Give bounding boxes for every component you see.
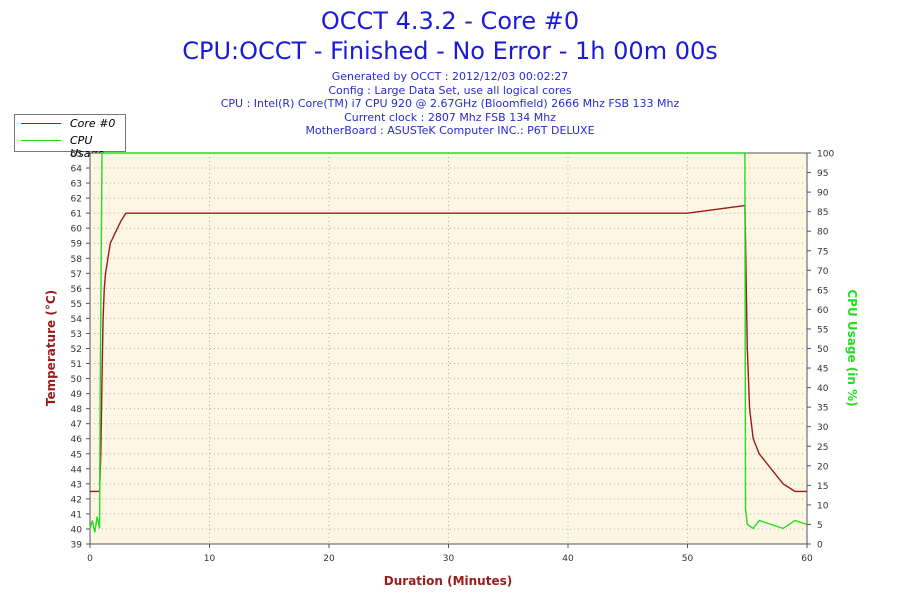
legend-swatch-cpu-usage bbox=[21, 140, 61, 141]
y-tick-label: 60 bbox=[71, 225, 83, 235]
y-tick-label: 59 bbox=[71, 240, 83, 250]
legend-label-core0: Core #0 bbox=[70, 117, 116, 130]
y2-tick-label: 15 bbox=[817, 482, 828, 492]
info-generated: Generated by OCCT : 2012/12/03 00:02:27 bbox=[331, 70, 569, 83]
y-tick-label: 58 bbox=[71, 255, 83, 265]
y-tick-label: 40 bbox=[71, 525, 83, 535]
info-motherboard: MotherBoard : ASUSTeK Computer INC.: P6T… bbox=[305, 124, 595, 137]
x-axis-label: Duration (Minutes) bbox=[384, 574, 512, 588]
y-tick-label: 47 bbox=[71, 420, 82, 430]
y2-tick-label: 100 bbox=[817, 150, 834, 160]
y2-tick-label: 60 bbox=[817, 306, 829, 316]
y2-tick-label: 65 bbox=[817, 286, 828, 296]
plot-area bbox=[89, 152, 808, 545]
y-tick-label: 46 bbox=[71, 435, 83, 445]
y2-tick-label: 40 bbox=[817, 384, 829, 394]
legend-item-core0: Core #0 bbox=[15, 115, 125, 132]
x-tick-label: 30 bbox=[443, 554, 455, 564]
y-axis-label: Temperature (°C) bbox=[44, 290, 58, 406]
info-clock: Current clock : 2807 Mhz FSB 134 Mhz bbox=[344, 110, 556, 124]
y-tick-label: 61 bbox=[71, 210, 82, 220]
series-lines bbox=[89, 152, 808, 533]
y2-tick-label: 80 bbox=[817, 228, 829, 238]
y-tick-label: 49 bbox=[71, 390, 83, 400]
y-tick-label: 42 bbox=[71, 495, 82, 505]
x-tick-label: 0 bbox=[87, 554, 93, 564]
series-line-core-0 bbox=[90, 204, 807, 493]
y2-tick-label: 30 bbox=[817, 423, 829, 433]
y2-tick-label: 90 bbox=[817, 189, 829, 199]
y-tick-label: 54 bbox=[71, 315, 83, 325]
chart-subtitle: CPU:OCCT - Finished - No Error - 1h 00m … bbox=[182, 37, 718, 65]
y2-tick-label: 55 bbox=[817, 325, 828, 335]
y2-tick-label: 5 bbox=[817, 521, 823, 531]
y-tick-label: 41 bbox=[71, 510, 82, 520]
x-tick-label: 20 bbox=[323, 554, 335, 564]
y2-tick-label: 75 bbox=[817, 247, 828, 257]
y2-tick-label: 85 bbox=[817, 208, 828, 218]
y2-tick-label: 25 bbox=[817, 443, 828, 453]
y2-axis-label: CPU Usage (in %) bbox=[845, 289, 859, 406]
y2-tick-label: 50 bbox=[817, 345, 829, 355]
y2-tick-label: 20 bbox=[817, 462, 829, 472]
y-tick-label: 45 bbox=[71, 450, 82, 460]
y2-tick-label: 70 bbox=[817, 267, 829, 277]
y-tick-label: 65 bbox=[71, 150, 82, 160]
x-tick-label: 50 bbox=[682, 554, 694, 564]
y-tick-label: 55 bbox=[71, 300, 82, 310]
y-tick-label: 62 bbox=[71, 195, 82, 205]
y2-tick-label: 45 bbox=[817, 365, 828, 375]
y2-tick-label: 95 bbox=[817, 169, 828, 179]
x-tick-label: 60 bbox=[801, 554, 813, 564]
y-tick-label: 50 bbox=[71, 375, 83, 385]
x-tick-label: 10 bbox=[204, 554, 216, 564]
y-tick-label: 53 bbox=[71, 330, 82, 340]
y-tick-label: 48 bbox=[71, 405, 83, 415]
info-cpu: CPU : Intel(R) Core(TM) i7 CPU 920 @ 2.6… bbox=[220, 97, 680, 110]
y-tick-label: 43 bbox=[71, 480, 82, 490]
y-tick-label: 44 bbox=[71, 465, 83, 475]
chart-title: OCCT 4.3.2 - Core #0 bbox=[320, 7, 580, 35]
y-tick-label: 57 bbox=[71, 270, 82, 280]
y-tick-label: 56 bbox=[71, 285, 83, 295]
y2-tick-label: 10 bbox=[817, 501, 829, 511]
legend-swatch-core0 bbox=[21, 123, 61, 124]
y-tick-label: 52 bbox=[71, 345, 82, 355]
y-tick-label: 64 bbox=[71, 165, 83, 175]
y-tick-label: 63 bbox=[71, 180, 82, 190]
header: OCCT 4.3.2 - Core #0 CPU:OCCT - Finished… bbox=[0, 6, 900, 138]
x-tick-label: 40 bbox=[562, 554, 574, 564]
info-config: Config : Large Data Set, use all logical… bbox=[328, 83, 572, 97]
y2-tick-label: 35 bbox=[817, 404, 828, 414]
y-tick-label: 39 bbox=[71, 541, 83, 551]
series-line-cpu-usage bbox=[89, 152, 808, 533]
axes: 3940414243444546474849505152535455565758… bbox=[71, 150, 835, 565]
y2-tick-label: 0 bbox=[817, 541, 823, 551]
y-tick-label: 51 bbox=[71, 360, 82, 370]
